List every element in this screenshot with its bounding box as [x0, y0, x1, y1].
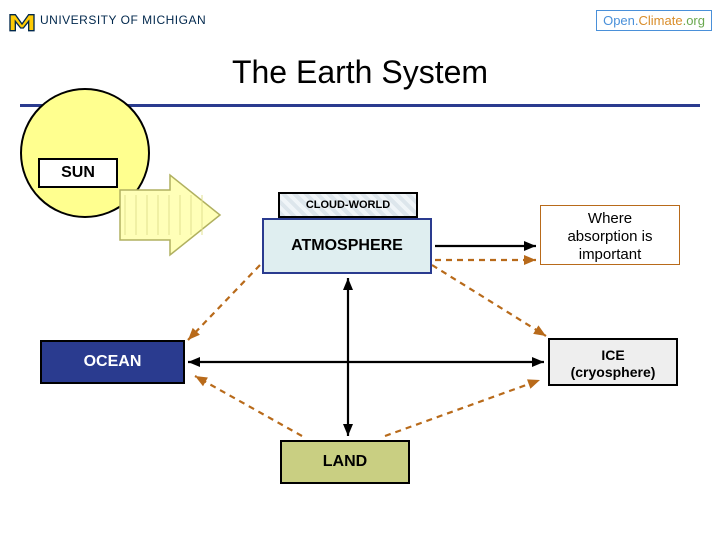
cloud-world-box: CLOUD-WORLD	[278, 192, 418, 218]
ice-box: ICE (cryosphere)	[548, 338, 678, 386]
ocean-box: OCEAN	[40, 340, 185, 384]
ice-line1: ICE	[571, 347, 656, 364]
land-box: LAND	[280, 440, 410, 484]
ice-line2: (cryosphere)	[571, 364, 656, 381]
atmosphere-box: ATMOSPHERE	[262, 218, 432, 274]
where-line3: important	[541, 246, 679, 264]
where-line1: Where	[541, 210, 679, 228]
where-line2: absorption is	[541, 228, 679, 246]
where-absorption-box: Where absorption is important	[540, 205, 680, 265]
